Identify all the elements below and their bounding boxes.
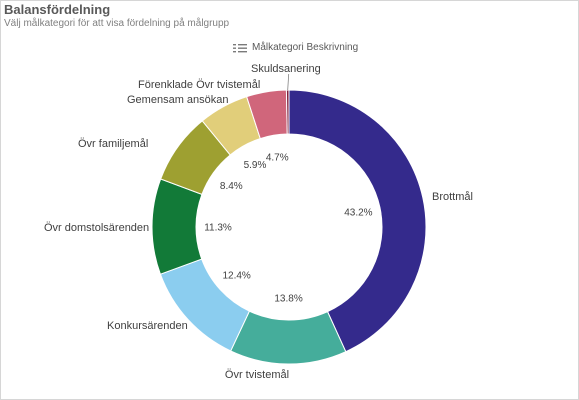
chart-subtitle: Välj målkategori för att visa fördelning… bbox=[4, 18, 230, 29]
value-label-konkursarenden: 12.4% bbox=[222, 270, 250, 281]
value-label-ovr-tvistemal: 13.8% bbox=[274, 293, 302, 304]
category-label-ovr-familjemal: Övr familjemål bbox=[78, 138, 148, 150]
legend-title: Målkategori Beskrivning bbox=[252, 42, 359, 53]
category-label-ovr-domstolsarenden: Övr domstolsärenden bbox=[44, 222, 149, 234]
chart-title: Balansfördelning bbox=[4, 2, 111, 17]
category-label-forenklade-ovr-tvistemal: Förenklade Övr tvistemål bbox=[138, 79, 260, 91]
value-label-gemensam-ansokan: 5.9% bbox=[244, 160, 267, 171]
slice-ovr-domstolsarenden[interactable] bbox=[151, 178, 203, 275]
category-label-konkursarenden: Konkursärenden bbox=[107, 320, 188, 332]
legend-header[interactable]: Målkategori Beskrivning bbox=[233, 42, 358, 53]
slice-ovr-tvistemal[interactable] bbox=[230, 310, 347, 365]
value-label-ovr-familjemal: 8.4% bbox=[220, 181, 243, 192]
category-label-brottmal: Brottmål bbox=[432, 191, 473, 203]
value-label-ovr-domstolsarenden: 11.3% bbox=[204, 222, 232, 233]
slice-brottmal[interactable] bbox=[288, 89, 427, 353]
category-label-gemensam-ansokan: Gemensam ansökan bbox=[127, 94, 229, 106]
value-label-brottmal: 43.2% bbox=[344, 207, 372, 218]
legend-collapse-icon[interactable] bbox=[233, 43, 247, 53]
value-label-forenklade-ovr-tvistemal: 4.7% bbox=[266, 152, 289, 163]
leader-line-skuldsanering bbox=[287, 73, 290, 91]
category-label-ovr-tvistemal: Övr tvistemål bbox=[225, 369, 289, 381]
slice-skuldsanering[interactable] bbox=[285, 89, 290, 135]
category-label-skuldsanering: Skuldsanering bbox=[251, 63, 321, 75]
